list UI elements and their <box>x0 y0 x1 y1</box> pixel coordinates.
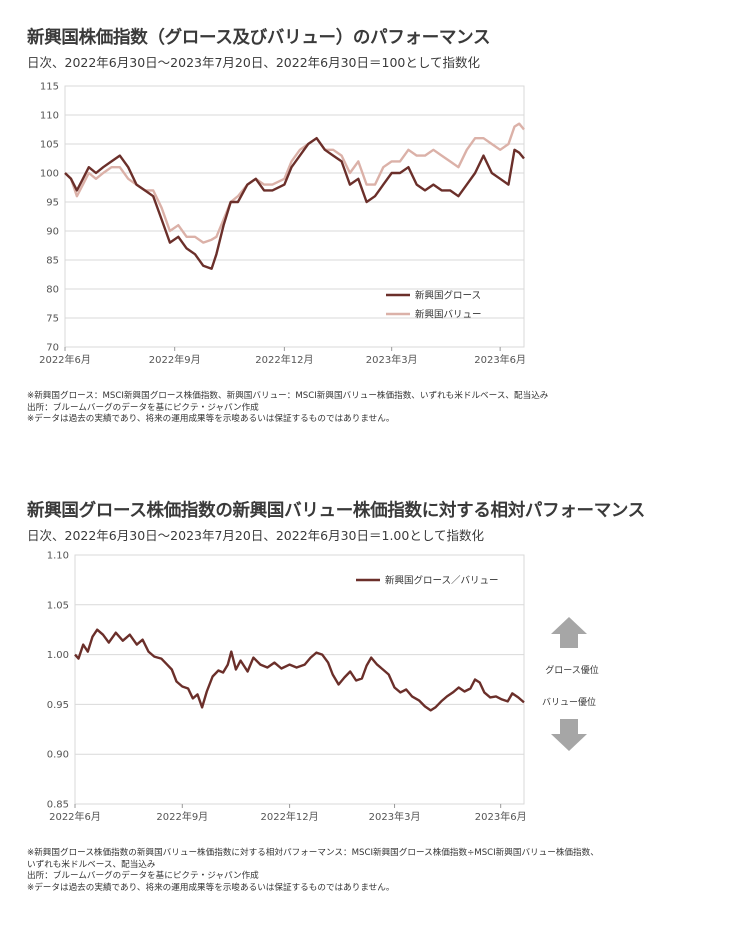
x-tick-label: 2022年6月 <box>49 810 101 823</box>
legend-label: 新興国バリュー <box>415 309 482 321</box>
chart-1-note-3: ※データは過去の実績であり、将来の運用成果等を示唆あるいは保証するものではありま… <box>27 414 395 424</box>
series-line-0 <box>74 628 525 712</box>
y-tick-label: 90 <box>46 227 59 238</box>
series-line-0 <box>64 137 525 270</box>
x-tick-label: 2022年9月 <box>149 353 201 366</box>
x-tick-label: 2023年3月 <box>369 810 421 823</box>
y-tick-label: 0.90 <box>47 750 69 761</box>
y-tick-label: 0.95 <box>47 700 69 711</box>
x-tick-label: 2022年12月 <box>260 810 318 823</box>
chart-1-note-1: ※新興国グロース：MSCI新興国グロース株価指数、新興国バリュー：MSCI新興国… <box>27 391 549 401</box>
y-tick-label: 80 <box>46 285 59 296</box>
chart-2-plot: 0.85 0.90 0.95 1.00 1.05 1.10 2022年6月 2022年9月 2… <box>47 551 599 824</box>
x-tick-label: 2023年3月 <box>366 353 418 366</box>
value-advantage-label: バリュー優位 <box>542 696 596 708</box>
y-tick-label: 110 <box>40 111 59 122</box>
chart-2-subtitle: 日次、2022年6月30日～2023年7月20日、2022年6月30日＝1.00… <box>27 528 484 543</box>
down-arrow-icon <box>551 719 587 751</box>
y-tick-label: 0.85 <box>47 800 69 811</box>
legend-label: 新興国グロース <box>415 290 481 302</box>
chart-section-1: 新興国株価指数（グロース及びバリュー）のパフォーマンス 日次、2022年6月30… <box>0 0 737 440</box>
x-tick-label: 2022年9月 <box>156 810 208 823</box>
legend-label: 新興国グロース／バリュー <box>385 575 499 587</box>
chart-1-notes: ※新興国グロース：MSCI新興国グロース株価指数、新興国バリュー：MSCI新興国… <box>27 391 548 426</box>
x-tick-label: 2023年6月 <box>474 353 526 366</box>
y-tick-label: 105 <box>40 140 59 151</box>
y-tick-label: 1.00 <box>47 650 69 661</box>
chart-2-note-2: いずれも米ドルベース、配当込み <box>27 859 156 870</box>
chart-2-note-4: ※データは過去の実績であり、将来の運用成果等を示唆あるいは保証するものではありま… <box>27 882 395 893</box>
plot-frame <box>74 554 525 805</box>
chart-1-plot: 70 75 80 85 90 95 100 105 110 115 2022年6月 2022年9月 2… <box>39 82 526 367</box>
chart-1-subtitle: 日次、2022年6月30日～2023年7月20日、2022年6月30日＝100と… <box>27 55 480 70</box>
up-arrow-icon <box>551 617 587 648</box>
chart-2-note-3: 出所：ブルームバーグのデータを基にピクテ・ジャパン作成 <box>27 871 259 881</box>
x-tick-label: 2023年6月 <box>475 810 527 823</box>
x-tick-label: 2022年6月 <box>39 353 91 366</box>
y-tick-label: 1.10 <box>47 551 69 562</box>
y-tick-label: 75 <box>46 314 59 325</box>
chart-2-title: 新興国グロース株価指数の新興国バリュー株価指数に対する相対パフォーマンス <box>27 501 645 521</box>
chart-2-note-1: ※新興国グロース株価指数の新興国バリュー株価指数に対する相対パフォーマンス：MS… <box>27 848 599 858</box>
y-tick-label: 115 <box>40 82 59 93</box>
y-tick-label: 95 <box>46 198 59 209</box>
y-tick-label: 1.05 <box>47 600 69 611</box>
chart-1-note-2: 出所：ブルームバーグのデータを基にピクテ・ジャパン作成 <box>27 402 259 413</box>
series-line-1 <box>64 122 525 244</box>
chart-2-notes: ※新興国グロース株価指数の新興国バリュー株価指数に対する相対パフォーマンス：MS… <box>27 848 599 894</box>
y-tick-label: 70 <box>46 343 59 354</box>
growth-advantage-label: グロース優位 <box>545 664 599 676</box>
x-tick-label: 2022年12月 <box>255 353 313 366</box>
y-tick-label: 85 <box>46 256 59 267</box>
y-tick-label: 100 <box>40 169 59 180</box>
chart-1-title: 新興国株価指数（グロース及びバリュー）のパフォーマンス <box>27 28 491 48</box>
